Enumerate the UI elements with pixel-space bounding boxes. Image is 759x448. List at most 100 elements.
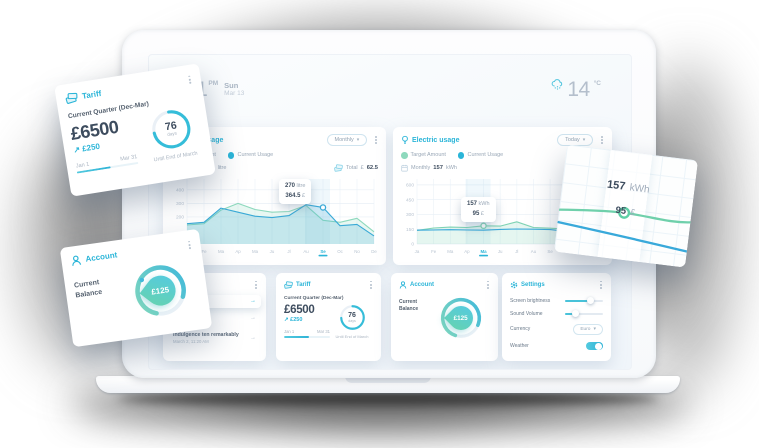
svg-text:Ju: Ju	[498, 249, 503, 254]
svg-text:Oc: Oc	[337, 249, 343, 254]
currency-select[interactable]: Euro ▾	[573, 323, 603, 335]
weather-label: Weather	[510, 343, 529, 350]
svg-text:450: 450	[406, 197, 414, 203]
period-value: Today	[565, 137, 580, 143]
total-label: Total	[346, 164, 358, 171]
light-bulb-icon	[402, 135, 408, 144]
settings-card: Settings Screen brightness Sound Volume …	[502, 273, 611, 361]
volume-label: Sound Volume	[510, 310, 543, 317]
period-value: Monthly	[334, 137, 354, 143]
more-menu[interactable]	[599, 279, 603, 291]
tariff-icon	[65, 93, 78, 105]
legend-current-usage[interactable]: Current Usage	[227, 152, 273, 159]
days-value: 76	[348, 311, 356, 319]
laptop-ground-shadow	[118, 392, 658, 405]
svg-text:De: De	[371, 249, 377, 254]
balance-label: Current Balance	[73, 278, 103, 300]
tariff-icon	[284, 281, 293, 289]
svg-text:Se: Se	[320, 249, 326, 254]
card-title: Electric usage	[412, 136, 460, 144]
chevron-down-icon: ▾	[356, 137, 360, 143]
more-menu[interactable]	[486, 279, 490, 291]
weather-toggle[interactable]	[586, 341, 603, 351]
water-chart-tooltip: 270 litre 364.5 £	[279, 179, 312, 205]
svg-text:Ma: Ma	[218, 249, 225, 254]
trend-up-icon: ↗	[284, 316, 289, 323]
gear-icon	[510, 281, 518, 289]
svg-text:300: 300	[406, 212, 414, 218]
svg-text:0: 0	[411, 242, 414, 248]
floating-chart-zoom-card: 157 kWh 95 £	[553, 144, 699, 268]
person-icon	[399, 281, 407, 289]
svg-text:Fe: Fe	[201, 249, 207, 254]
until-label: Until End of March	[153, 150, 199, 164]
account-card: Account Current Balance £125	[391, 273, 498, 361]
clock-date: Mar 13	[224, 90, 245, 97]
more-menu[interactable]	[600, 134, 604, 146]
receipt-icon	[334, 163, 343, 172]
volume-slider[interactable]	[565, 310, 603, 318]
clock-day: Sun	[224, 81, 239, 90]
current-legend-dot	[227, 152, 235, 159]
brightness-slider[interactable]	[565, 297, 603, 305]
current-legend-dot	[457, 152, 465, 159]
rain-cloud-icon	[552, 79, 563, 90]
floating-account-card: Account Current Balance £125	[59, 228, 213, 348]
days-ring: 76 days	[147, 105, 195, 153]
more-menu[interactable]	[254, 279, 258, 291]
svg-text:Ma: Ma	[447, 249, 454, 254]
legend-target-amount[interactable]: Target Amount	[401, 152, 446, 159]
days-label: days	[348, 318, 356, 323]
more-menu[interactable]	[187, 74, 192, 86]
electric-period-select[interactable]: Today ▾	[557, 134, 594, 146]
svg-text:Ja: Ja	[415, 249, 420, 254]
clock-meridiem: PM	[208, 80, 219, 87]
svg-text:Ap: Ap	[464, 249, 470, 254]
total-value: 62.5	[366, 164, 378, 171]
balance-gauge: £125	[128, 258, 194, 324]
legend-current-usage[interactable]: Current Usage	[457, 152, 503, 159]
brightness-label: Screen brightness	[510, 297, 551, 304]
svg-text:Au: Au	[531, 249, 537, 254]
tariff-delta: ↗ £250	[284, 316, 303, 323]
svg-text:300: 300	[176, 201, 184, 207]
until-label: Until End of March	[335, 333, 369, 339]
quarter-label: Current Quarter (Dec-Mar)	[284, 295, 344, 301]
tariff-amount: £6500	[284, 303, 315, 316]
temperature-unit: °C	[593, 80, 601, 87]
floating-tariff-card: Tariff Current Quarter (Dec-Mar) £6500 ↗…	[54, 63, 216, 197]
water-period-select[interactable]: Monthly ▾	[326, 134, 368, 146]
card-title: Account	[410, 281, 434, 288]
notification-text: Indulgence ten remarkably	[173, 332, 239, 339]
currency-label: Currency	[510, 326, 531, 333]
svg-text:200: 200	[176, 215, 184, 221]
monthly-label: Monthly	[411, 164, 431, 171]
notification-time: March 2, 11:20 AM	[173, 339, 209, 345]
monthly-unit: kWh	[445, 164, 457, 171]
more-menu[interactable]	[374, 134, 378, 146]
total-currency: £	[360, 164, 364, 171]
days-ring: 76 days	[339, 304, 366, 331]
water-usage-chart[interactable]: 400300200JaFeMaApMaJuJlAuSeOcNoDe	[171, 173, 378, 257]
currency-value: Euro	[580, 326, 591, 332]
tariff-range: Jan 1 Mar 31	[284, 328, 330, 334]
card-title: Settings	[521, 281, 545, 288]
monthly-value: 157	[433, 164, 443, 171]
slider-thumb[interactable]	[587, 297, 595, 305]
balance-value: £125	[453, 314, 469, 322]
temperature-value: 14	[567, 78, 590, 101]
trend-up-icon: ↗	[72, 144, 81, 155]
chevron-down-icon: ▾	[593, 326, 596, 333]
svg-text:Au: Au	[303, 249, 309, 254]
svg-text:Ju: Ju	[270, 249, 275, 254]
svg-text:400: 400	[176, 187, 184, 193]
tariff-progress	[284, 335, 330, 339]
svg-text:600: 600	[406, 183, 414, 189]
slider-thumb[interactable]	[572, 310, 580, 318]
more-menu[interactable]	[187, 239, 192, 251]
arrow-right-icon: →	[250, 298, 256, 305]
laptop-base	[96, 376, 680, 393]
svg-text:No: No	[354, 249, 360, 254]
more-menu[interactable]	[369, 279, 373, 291]
balance-value: £125	[151, 284, 171, 297]
